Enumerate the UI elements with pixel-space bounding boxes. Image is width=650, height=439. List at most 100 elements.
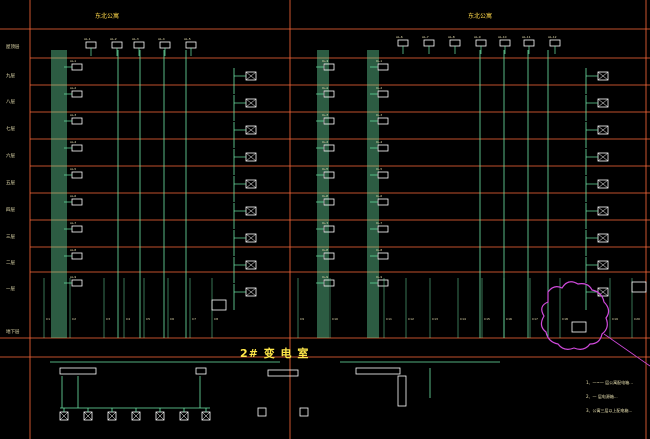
meter-cross <box>245 179 257 189</box>
panel-box <box>397 375 407 407</box>
box-tag: AL-12 <box>548 35 557 39</box>
circuit-tag: C9 <box>300 317 304 321</box>
floor-box <box>323 90 335 98</box>
distribution-box <box>397 39 409 47</box>
box-tag: AL-11 <box>522 35 531 39</box>
load-cross <box>179 411 189 421</box>
floor-box <box>323 63 335 71</box>
floor-box <box>71 225 83 233</box>
meter-cross <box>597 152 609 162</box>
meter-cross <box>597 71 609 81</box>
distribution-box <box>499 39 511 47</box>
note-line-2: 2、一 层电源箱... <box>586 394 618 399</box>
box-tag: AL-5 <box>376 167 382 171</box>
floor-box <box>71 252 83 260</box>
box-tag: AL-2 <box>376 86 382 90</box>
box-tag: AL-5 <box>184 37 191 41</box>
floor-label: 地下层 <box>6 330 20 335</box>
note-line-1: 1、一~一 层公寓配电箱... <box>586 380 633 385</box>
box-tag: AL-1 <box>84 37 91 41</box>
circuit-tag: C7 <box>192 317 196 321</box>
circuit-tag: C18 <box>562 317 568 321</box>
box-tag: AL-5 <box>70 167 76 171</box>
box-tag: AL-1 <box>70 59 76 63</box>
distribution-box <box>133 41 145 49</box>
panel-box <box>59 367 97 375</box>
panel-box <box>267 369 299 377</box>
floor-label: 九层 <box>6 74 15 79</box>
circuit-tag: C20 <box>634 317 640 321</box>
floor-label: 二层 <box>6 261 15 266</box>
circuit-tag: C12 <box>408 317 414 321</box>
floor-label: 八层 <box>6 100 15 105</box>
box-tag: AL-5 <box>322 167 328 171</box>
distribution-box <box>85 41 97 49</box>
floor-box <box>377 144 389 152</box>
floor-box <box>323 171 335 179</box>
box-tag: AL-6 <box>396 35 403 39</box>
meter-cross <box>245 260 257 270</box>
box-tag: AL-8 <box>70 248 76 252</box>
floor-label: 五层 <box>6 181 15 186</box>
floor-box <box>323 117 335 125</box>
floor-box <box>377 90 389 98</box>
meter-cross <box>245 233 257 243</box>
box-tag: AL-8 <box>448 35 455 39</box>
floor-box <box>323 225 335 233</box>
floor-box <box>71 198 83 206</box>
load-box <box>299 407 309 417</box>
floor-box <box>323 144 335 152</box>
section-label-right: 东北公寓 <box>468 13 493 20</box>
box-tag: AL-6 <box>70 194 76 198</box>
load-cross <box>107 411 117 421</box>
box-tag: AL-8 <box>376 248 382 252</box>
meter-cross <box>597 260 609 270</box>
floor-box <box>71 117 83 125</box>
box-tag: AL-2 <box>322 86 328 90</box>
floor-label: 屋顶层 <box>6 45 20 50</box>
box-tag: AL-4 <box>70 140 76 144</box>
load-cross <box>201 411 211 421</box>
meter-cross <box>597 233 609 243</box>
box-tag: AL-3 <box>322 113 328 117</box>
floor-label: 三层 <box>6 235 15 240</box>
distribution-box <box>449 39 461 47</box>
floor-box <box>377 171 389 179</box>
box-tag: AL-7 <box>376 221 382 225</box>
meter-cross <box>245 98 257 108</box>
switch-box <box>631 281 647 293</box>
circuit-tag: C3 <box>106 317 110 321</box>
meter-cross <box>245 206 257 216</box>
meter-cross <box>597 98 609 108</box>
note-line-3: 3、公寓三层以上配电箱... <box>586 408 633 413</box>
floor-label: 七层 <box>6 127 15 132</box>
drawing-title: 2# 变 电 室 <box>240 347 310 360</box>
floor-box <box>71 171 83 179</box>
floor-box <box>377 117 389 125</box>
circuit-tag: C13 <box>432 317 438 321</box>
box-tag: AL-4 <box>158 37 165 41</box>
box-tag: AL-9 <box>70 275 76 279</box>
box-tag: AL-9 <box>376 275 382 279</box>
floor-box <box>377 198 389 206</box>
box-tag: AL-7 <box>422 35 429 39</box>
load-box <box>257 407 267 417</box>
panel-box <box>355 367 401 375</box>
box-tag: AL-10 <box>498 35 507 39</box>
box-tag: AL-3 <box>132 37 139 41</box>
circuit-tag: C15 <box>484 317 490 321</box>
revision-cloud <box>540 281 610 350</box>
box-tag: AL-1 <box>322 59 328 63</box>
floor-box <box>377 279 389 287</box>
meter-cross <box>597 206 609 216</box>
meter-cross <box>245 71 257 81</box>
floor-box <box>377 63 389 71</box>
distribution-box <box>475 39 487 47</box>
circuit-tag: C17 <box>532 317 538 321</box>
distribution-box <box>523 39 535 47</box>
distribution-box <box>159 41 171 49</box>
meter-cross <box>245 125 257 135</box>
box-tag: AL-3 <box>70 113 76 117</box>
circuit-tag: C19 <box>612 317 618 321</box>
